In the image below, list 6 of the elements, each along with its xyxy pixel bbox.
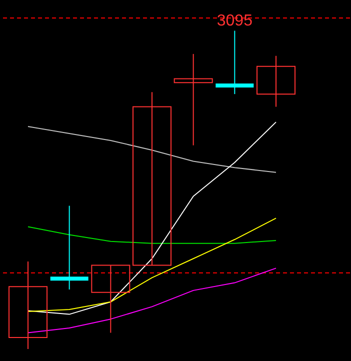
candlestick xyxy=(256,55,296,108)
candlestick xyxy=(8,260,48,350)
candlestick xyxy=(174,53,213,146)
candlestick xyxy=(91,264,130,334)
candlestick xyxy=(132,92,172,266)
annotation: 3095 xyxy=(216,12,253,30)
